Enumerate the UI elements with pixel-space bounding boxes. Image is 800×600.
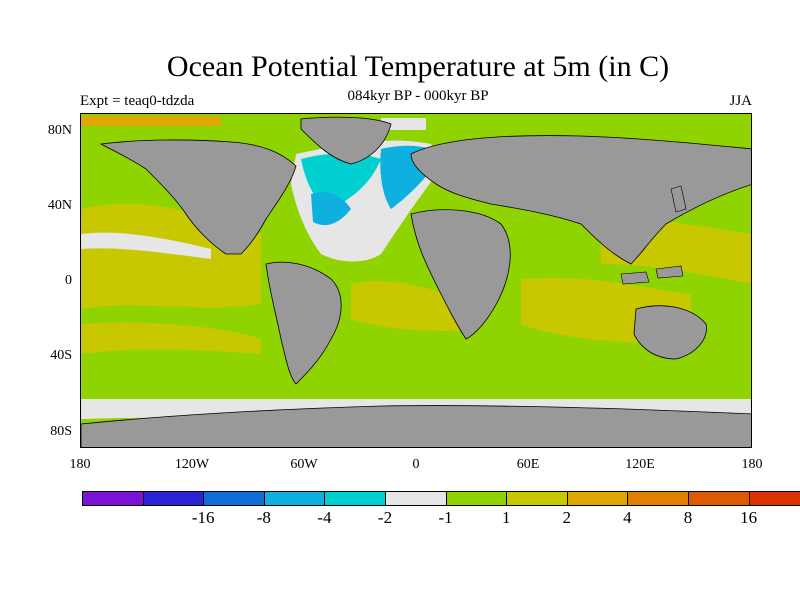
greenland-land <box>300 116 392 165</box>
australia-land <box>633 305 707 360</box>
lat-tick-label: 40N <box>47 198 72 213</box>
colorbar-tick-label: 1 <box>501 508 511 527</box>
lon-tick-label: 120E <box>625 457 655 472</box>
colorbar-swatch <box>204 492 265 505</box>
lat-tick-label: 80N <box>47 123 72 138</box>
colorbar-tick-label: 8 <box>683 508 693 527</box>
map-subtitle: 084kyr BP - 000kyr BP <box>347 88 489 104</box>
colorbar-tick-label: -4 <box>317 508 332 527</box>
arctic-white-patch <box>381 118 426 130</box>
eurasia-land <box>410 135 751 265</box>
lon-tick-label: 120W <box>174 457 210 472</box>
south-pacific-band <box>81 322 261 354</box>
borneo-island <box>655 265 684 279</box>
south-america-land <box>265 261 342 385</box>
gulf-stream-blue <box>311 192 351 226</box>
colorbar-swatch <box>749 492 800 505</box>
equatorial-pacific-white <box>81 232 211 259</box>
arctic-orange-patch <box>81 116 221 126</box>
colorbar-swatch <box>143 492 205 505</box>
lon-tick-label: 180 <box>69 457 91 472</box>
indonesia-island <box>620 271 650 285</box>
south-atlantic-band <box>351 281 481 331</box>
north-america-land <box>99 139 297 255</box>
map-panel <box>80 113 752 448</box>
colorbar-swatch <box>628 492 689 505</box>
lat-tick-label: 0 <box>65 273 72 288</box>
season-label: JJA <box>729 93 752 109</box>
colorbar-tick-label: 4 <box>623 508 632 527</box>
colorbar-swatch <box>507 492 568 505</box>
map-title: Ocean Potential Temperature at 5m (in C) <box>166 50 670 83</box>
colorbar-tick-label: -2 <box>377 508 393 527</box>
colorbar-swatch <box>688 492 750 505</box>
colorbar-swatch <box>446 492 508 505</box>
colorbar <box>82 491 800 506</box>
colorbar-tick-label: 16 <box>740 508 758 527</box>
colorbar-swatch <box>567 492 629 505</box>
lon-tick-label: 60E <box>516 457 540 472</box>
colorbar-swatch <box>325 492 386 505</box>
lat-tick-label: 80S <box>50 424 72 439</box>
africa-land <box>410 209 511 340</box>
japan-island <box>670 185 687 213</box>
colorbar-swatch <box>385 492 447 505</box>
experiment-label: Expt = teaq0-tdzda <box>80 93 195 109</box>
colorbar-swatch <box>83 492 144 505</box>
lon-tick-label: 0 <box>412 457 420 472</box>
colorbar-tick-label: -16 <box>191 508 215 527</box>
lat-tick-label: 40S <box>50 348 72 363</box>
colorbar-tick-label: -8 <box>256 508 271 527</box>
colorbar-swatch <box>264 492 326 505</box>
antarctica-land <box>81 405 751 447</box>
temperature-map <box>81 114 751 447</box>
lon-tick-label: 60W <box>290 457 318 472</box>
lon-tick-label: 180 <box>741 457 763 472</box>
colorbar-tick-label: -1 <box>438 508 453 527</box>
colorbar-tick-label: 2 <box>562 508 572 527</box>
